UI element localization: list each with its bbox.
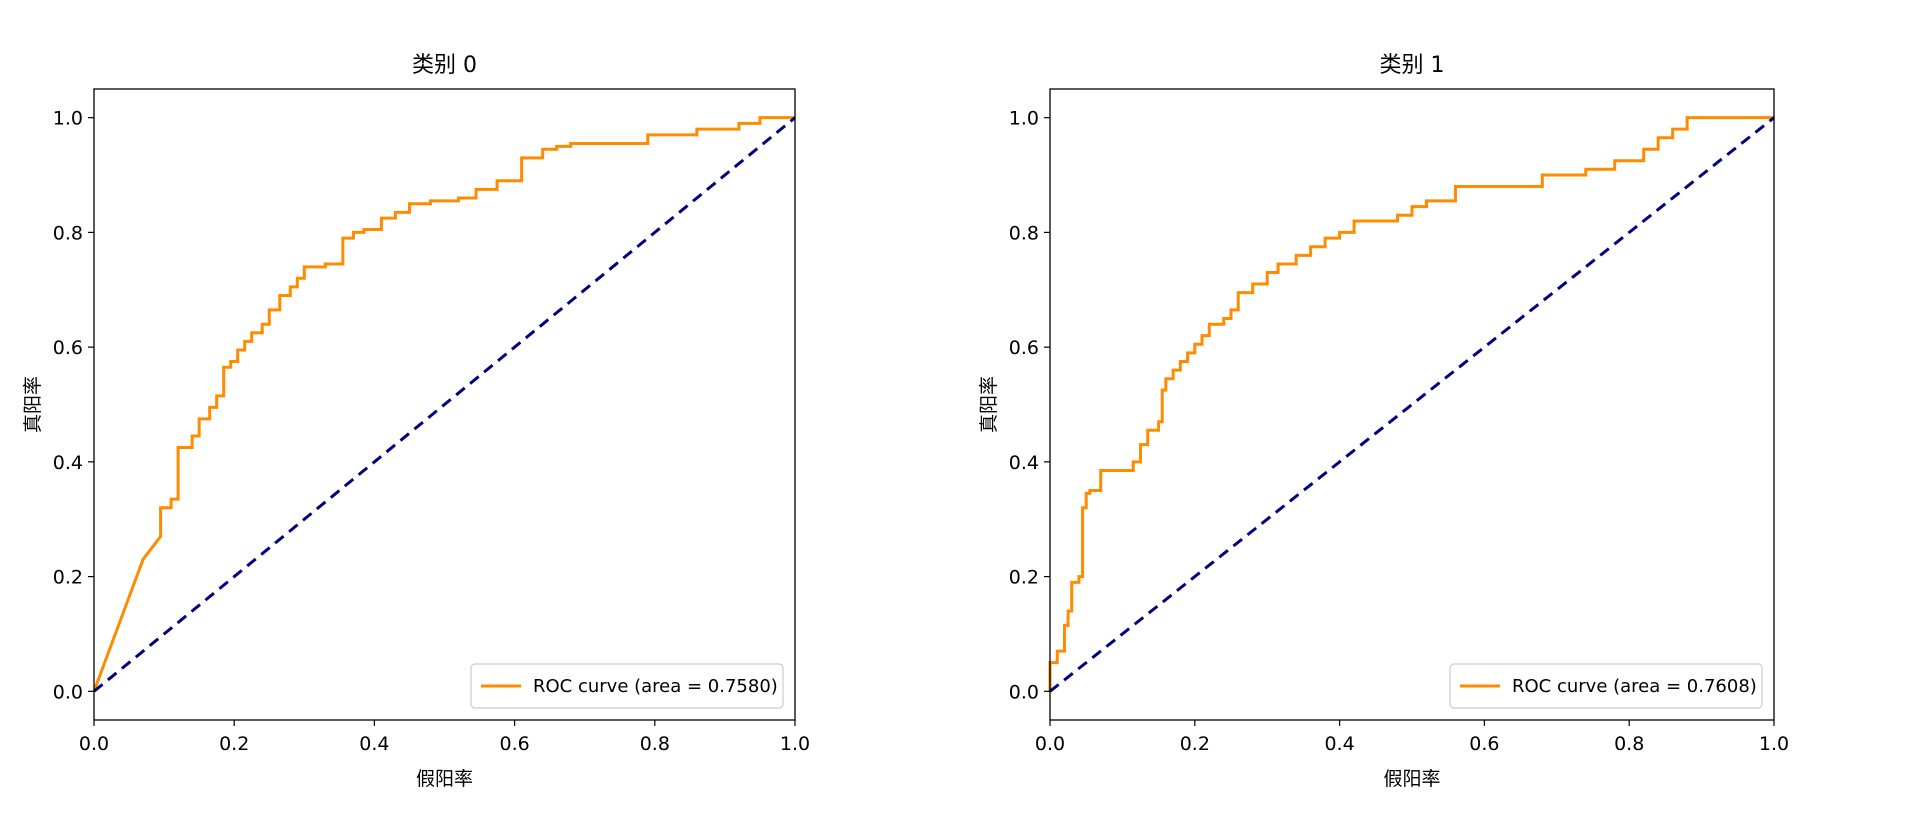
y-tick-label: 0.6 xyxy=(1009,337,1039,359)
chart-panel-0: 0.0 0.2 0.4 0.6 0.8 1.0 0.0 0.2 0.4 0.6 0.8 1.0 类别 0… xyxy=(22,53,810,790)
plot-frame xyxy=(93,88,796,721)
legend-label: ROC curve (area = 0.7580) xyxy=(533,676,778,697)
x-tick-label: 0.6 xyxy=(1469,733,1499,755)
x-tick-label: 0.2 xyxy=(219,733,249,755)
y-tick-label: 0.8 xyxy=(53,222,83,244)
chart-panel-1: 0.0 0.2 0.4 0.6 0.8 1.0 0.0 0.2 0.4 0.6 0.8 1.0 类别 1… xyxy=(978,53,1789,790)
x-tick-label: 0.6 xyxy=(499,733,529,755)
y-axis-label: 真阳率 xyxy=(978,376,1000,433)
x-axis-label: 假阳率 xyxy=(416,768,473,790)
x-tick-label: 1.0 xyxy=(1759,733,1789,755)
y-tick-label: 0.2 xyxy=(53,567,83,589)
y-tick-label: 0.0 xyxy=(53,681,83,703)
y-tick-label: 0.0 xyxy=(1009,681,1039,703)
y-axis-label: 真阳率 xyxy=(22,376,44,433)
roc-curve-line xyxy=(1048,116,1774,692)
legend-box xyxy=(1449,663,1763,709)
x-tick-label: 0.8 xyxy=(1614,733,1644,755)
x-tick-label: 0.0 xyxy=(79,733,109,755)
diagonal-reference-line xyxy=(1049,116,1775,693)
y-tick-label: 1.0 xyxy=(1009,108,1039,130)
chart-title: 类别 0 xyxy=(412,53,477,78)
legend-box xyxy=(470,663,784,709)
legend-label: ROC curve (area = 0.7608) xyxy=(1512,676,1757,697)
x-tick-label: 0.0 xyxy=(1035,733,1065,755)
x-tick-label: 0.4 xyxy=(359,733,389,755)
diagonal-reference-line xyxy=(93,116,796,693)
y-tick-label: 0.6 xyxy=(53,337,83,359)
x-tick-label: 0.2 xyxy=(1180,733,1210,755)
x-axis-label: 假阳率 xyxy=(1383,768,1440,790)
chart-title: 类别 1 xyxy=(1380,53,1445,78)
x-tick-label: 0.4 xyxy=(1324,733,1354,755)
x-tick-label: 0.8 xyxy=(640,733,670,755)
y-tick-label: 0.2 xyxy=(1009,567,1039,589)
x-tick-label: 1.0 xyxy=(780,733,810,755)
y-tick-label: 1.0 xyxy=(53,108,83,130)
plot-frame xyxy=(1049,88,1775,721)
y-tick-label: 0.4 xyxy=(53,452,83,474)
y-tick-label: 0.8 xyxy=(1009,222,1039,244)
roc-curve-line xyxy=(92,116,795,692)
y-tick-label: 0.4 xyxy=(1009,452,1039,474)
